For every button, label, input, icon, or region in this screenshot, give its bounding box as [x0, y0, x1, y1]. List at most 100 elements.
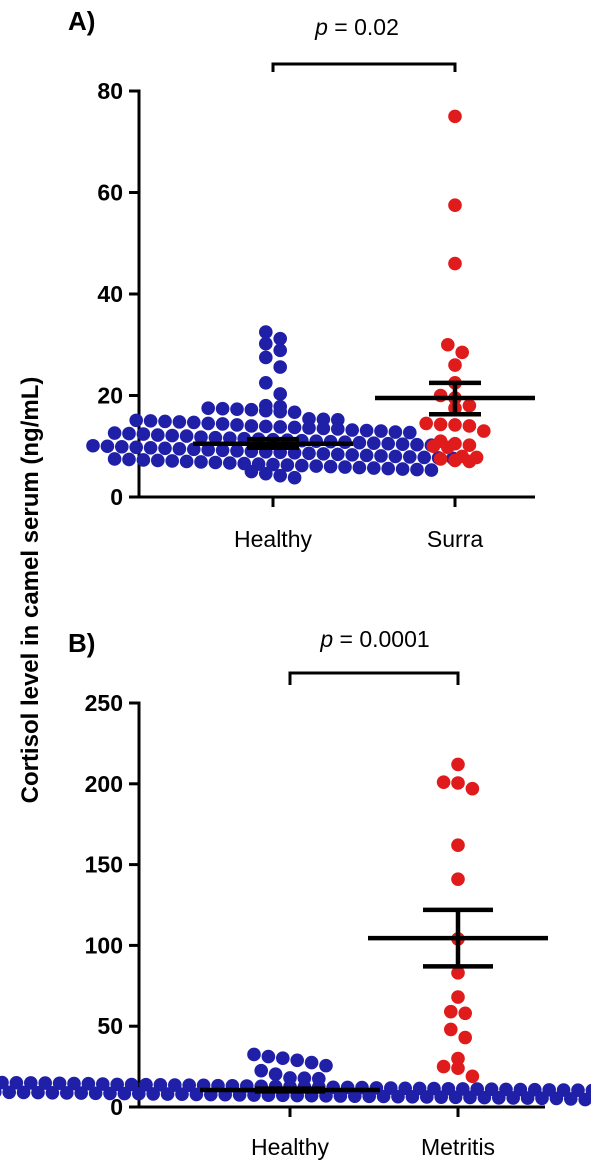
panel-b-data-point-disease	[451, 1061, 465, 1076]
panel-b-data-point-healthy	[2, 1085, 16, 1100]
panel-a-y-axis: 0 20 40 60 80 Healthy Surra	[97, 62, 535, 552]
panel-a-data-point-healthy	[352, 435, 367, 450]
panel-b-data-point-healthy	[261, 1049, 276, 1064]
panel-a-data-point-healthy	[273, 387, 288, 401]
panel-a-data-point-disease	[441, 440, 455, 455]
panel-b-data-point-healthy	[578, 1092, 591, 1107]
panel-a-data-point-healthy	[165, 428, 179, 443]
panel-b-data-point-healthy	[391, 1089, 405, 1104]
panel-a-data-point-disease	[448, 358, 462, 372]
panel-b-data-point-healthy	[463, 1090, 477, 1105]
panel-a-data-point-healthy	[129, 413, 143, 428]
panel-a-data-point-healthy	[316, 447, 331, 461]
panel-b-data-point-healthy	[276, 1051, 290, 1065]
panel-a-y-tick-label: 20	[97, 383, 123, 409]
panel-a-data-point-healthy	[287, 420, 302, 435]
panel-b-data-point-healthy	[182, 1078, 196, 1092]
panel-a-data-point-healthy	[338, 460, 352, 474]
panel-b-data-point-healthy	[52, 1076, 67, 1091]
panel-b-category-label: Healthy	[251, 1134, 329, 1160]
panel-a-data-point-healthy	[230, 402, 244, 417]
panel-b-data-point-healthy	[103, 1086, 117, 1101]
panel-a-data-point-disease	[419, 416, 434, 431]
panel-a-y-tick-label: 0	[110, 484, 123, 510]
panel-a-data-point-healthy	[244, 402, 259, 417]
panel-a-data-point-healthy	[179, 454, 194, 469]
panel-a-data-point-healthy	[316, 421, 331, 436]
panel-b-data-point-healthy	[60, 1086, 74, 1100]
panel-b-data-point-disease	[451, 966, 465, 980]
panel-b-data-point-healthy	[189, 1087, 204, 1102]
panel-a-data-point-healthy	[367, 436, 381, 451]
panel-a-plot-area	[86, 109, 535, 485]
panel-a-data-point-healthy	[129, 440, 143, 455]
panel-a-data-point-healthy	[259, 376, 273, 390]
panel-b-data-point-healthy	[160, 1087, 175, 1101]
panel-b-data-point-healthy	[319, 1058, 333, 1073]
panel-b-data-point-healthy	[304, 1055, 319, 1070]
panel-a-data-point-healthy	[417, 450, 432, 465]
panel-a-data-point-healthy	[259, 350, 273, 365]
panel-a-data-point-healthy	[323, 459, 338, 474]
panel-a-data-point-healthy	[107, 426, 122, 440]
panel-b-y-tick-label: 50	[97, 1013, 123, 1039]
panel-b-label: B)	[68, 628, 95, 658]
panel-b-data-point-disease	[451, 776, 465, 790]
panel-a-data-point-healthy	[359, 448, 374, 463]
panel-b-data-point-healthy	[362, 1089, 377, 1104]
panel-a-data-point-healthy	[151, 453, 165, 468]
panel-a-data-point-disease	[462, 438, 477, 453]
panel-a-data-point-healthy	[266, 457, 280, 472]
panel-a-data-point-healthy	[259, 466, 273, 481]
panel-b-data-point-healthy	[405, 1090, 420, 1104]
panel-b-y-tick-label: 250	[85, 690, 123, 716]
panel-a-data-point-healthy	[273, 420, 288, 434]
panel-b-y-tick-label: 150	[85, 852, 123, 878]
panel-a-data-point-disease	[462, 398, 477, 413]
panel-a-data-point-healthy	[122, 426, 136, 441]
panel-a-data-point-healthy	[136, 453, 151, 467]
panel-a-y-tick-label: 80	[97, 78, 123, 104]
panel-b-data-point-healthy	[117, 1086, 132, 1101]
panel-a-data-point-healthy	[201, 416, 215, 431]
panel-b-data-point-healthy	[81, 1076, 96, 1091]
panel-a-data-point-disease	[448, 198, 462, 212]
panel-b-data-point-healthy	[124, 1077, 139, 1092]
panel-a-data-point-healthy	[345, 423, 360, 437]
panel-a-data-point-healthy	[187, 415, 201, 430]
panel-a-p-value: p = 0.02	[314, 14, 399, 40]
panel-b-data-point-healthy	[564, 1092, 578, 1106]
panel-a-data-point-healthy	[259, 419, 273, 434]
panel-a-data-point-healthy	[381, 436, 396, 451]
panel-a-data-point-healthy	[331, 422, 345, 436]
panel-a-category-label: Surra	[427, 526, 483, 552]
panel-a-data-point-healthy	[201, 443, 215, 457]
panel-b-data-point-disease	[451, 872, 465, 886]
panel-a-data-point-healthy	[309, 459, 324, 473]
panel-a-data-point-healthy	[388, 449, 403, 464]
panel-a-data-point-healthy	[374, 424, 388, 438]
panel-a-data-point-healthy	[374, 449, 388, 463]
panel-a-data-point-healthy	[259, 325, 273, 339]
panel-b-data-point-disease	[458, 1030, 473, 1045]
panel-b-data-point-healthy	[175, 1087, 189, 1102]
panel-a-data-point-healthy	[244, 419, 259, 433]
panel-b-data-point-healthy	[376, 1089, 391, 1104]
panel-a-data-point-healthy	[143, 440, 158, 455]
panel-b-data-point-disease	[444, 1004, 458, 1019]
panel-a-data-point-healthy	[201, 401, 215, 415]
panel-b-category-label: Metritis	[421, 1134, 495, 1160]
panel-b-data-point-healthy	[333, 1089, 348, 1103]
panel-a-data-point-healthy	[424, 463, 439, 477]
panel-a-data-point-healthy	[158, 414, 172, 429]
panel-a-data-point-healthy	[223, 456, 237, 470]
panel-a-category-label: Healthy	[234, 526, 312, 552]
panel-b-data-point-healthy	[434, 1090, 449, 1104]
panel-b-y-axis: 0 50 100 150 200 250 Healthy Metritis	[85, 671, 545, 1160]
panel-a-data-point-healthy	[165, 454, 179, 468]
panel-a-data-point-healthy	[273, 360, 288, 374]
panel-b-data-point-healthy	[247, 1047, 261, 1062]
panel-a-data-point-healthy	[352, 460, 367, 475]
panel-b-data-point-healthy	[535, 1091, 549, 1106]
